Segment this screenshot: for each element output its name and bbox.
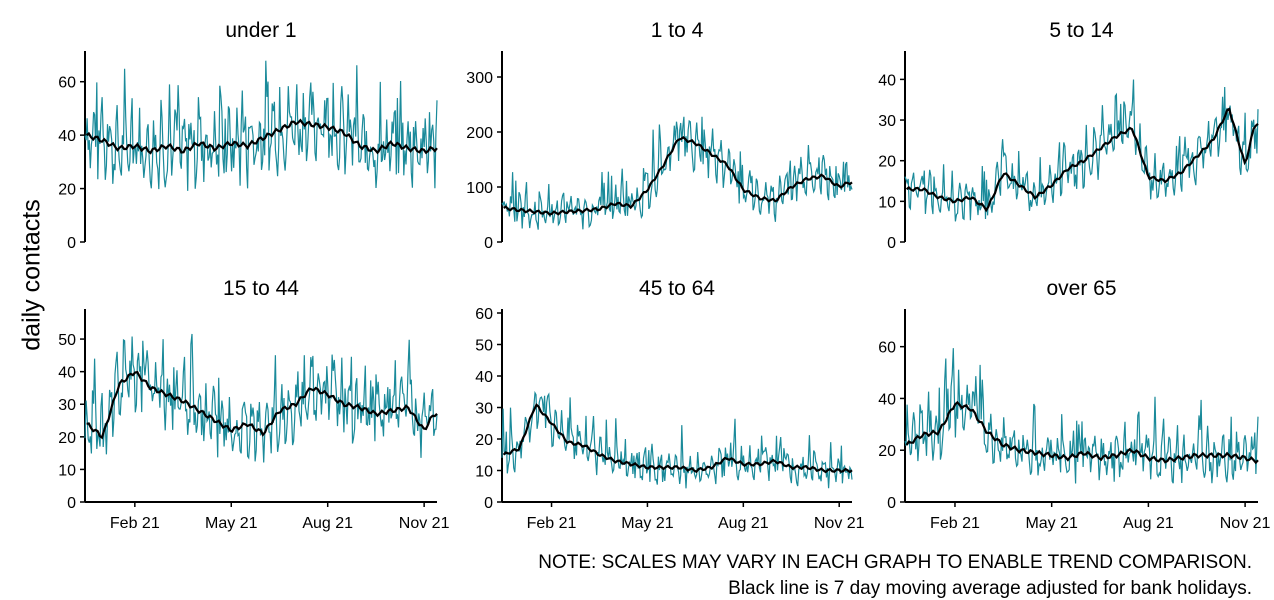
- y-axis-label: daily contacts: [17, 199, 46, 351]
- panel-4-daily-series: [84, 333, 438, 463]
- panel-3-y-tick-label: 40: [878, 72, 896, 89]
- panel-5-average-series: [502, 403, 853, 474]
- panel-4-y-tick-label: 0: [67, 495, 76, 512]
- panel-2-average-series: [503, 136, 853, 216]
- panel-3-y-tick-label: 0: [887, 235, 896, 252]
- panel-3-y-tick-label: 10: [878, 194, 896, 211]
- panel-2-title: 1 to 4: [651, 19, 704, 42]
- panel-3-daily-series: [904, 79, 1259, 222]
- panel-4-y-tick-label: 10: [58, 462, 76, 479]
- panel-5-x-tick-label: Aug 21: [718, 515, 769, 532]
- panel-1-y-tick-label: 0: [67, 235, 76, 252]
- panel-2-daily-series: [501, 116, 853, 230]
- panel-4-x-tick-label: Feb 21: [110, 515, 160, 532]
- panel-5-y-tick-label: 50: [475, 338, 493, 355]
- panel-2-y-tick-label: 200: [466, 125, 493, 142]
- panel-5-y-tick-label: 10: [475, 464, 493, 481]
- panel-1-average-series: [85, 118, 438, 155]
- panel-6-y-tick-label: 40: [878, 391, 896, 408]
- panel-5-y-tick-label: 0: [484, 495, 493, 512]
- note-scales: NOTE: SCALES MAY VARY IN EACH GRAPH TO E…: [538, 552, 1252, 573]
- panel-4-y-tick-label: 40: [58, 365, 76, 382]
- panel-1-title: under 1: [225, 19, 296, 42]
- panel-4-average-series: [86, 370, 438, 440]
- panel-6-y-tick-label: 60: [878, 340, 896, 357]
- panel-4-y-tick-label: 50: [58, 332, 76, 349]
- panel-5-daily-series: [501, 390, 853, 489]
- panel-3-average-series: [905, 107, 1259, 213]
- panel-5-y-tick-label: 60: [475, 306, 493, 323]
- panel-6-y-tick-label: 20: [878, 443, 896, 460]
- panel-6-daily-series: [904, 348, 1259, 484]
- panel-6-x-tick-label: Feb 21: [930, 515, 980, 532]
- panel-3-y-tick-label: 20: [878, 154, 896, 171]
- panel-3-title: 5 to 14: [1049, 19, 1114, 42]
- panel-3-y-tick-label: 30: [878, 113, 896, 130]
- panel-6-x-tick-label: Aug 21: [1123, 515, 1174, 532]
- panel-5-y-tick-label: 40: [475, 369, 493, 386]
- panel-1-y-tick-label: 60: [58, 75, 76, 92]
- panel-6-x-tick-label: May 21: [1025, 515, 1078, 532]
- panel-1-y-tick-label: 20: [58, 182, 76, 199]
- panel-5-x-tick-label: Nov 21: [814, 515, 865, 532]
- panel-2-y-tick-label: 0: [484, 235, 493, 252]
- panel-5-title: 45 to 64: [639, 277, 715, 300]
- panel-4-x-tick-label: Nov 21: [399, 515, 450, 532]
- panel-6-x-tick-label: Nov 21: [1220, 515, 1271, 532]
- panel-6-y-tick-label: 0: [887, 495, 896, 512]
- panel-4-y-tick-label: 30: [58, 397, 76, 414]
- panel-5-x-tick-label: Feb 21: [527, 515, 577, 532]
- panel-5-y-tick-label: 30: [475, 401, 493, 418]
- panel-2-y-tick-label: 100: [466, 180, 493, 197]
- panel-4-y-tick-label: 20: [58, 430, 76, 447]
- panel-5-y-tick-label: 20: [475, 432, 493, 449]
- panel-2-y-tick-label: 300: [466, 70, 493, 87]
- note-moving-average: Black line is 7 day moving average adjus…: [728, 578, 1252, 599]
- panel-4-title: 15 to 44: [223, 277, 299, 300]
- panel-4-x-tick-label: May 21: [205, 515, 258, 532]
- panel-4-x-tick-label: Aug 21: [302, 515, 353, 532]
- panel-6-average-series: [905, 400, 1259, 465]
- panel-6-title: over 65: [1046, 277, 1116, 300]
- panel-5-x-tick-label: May 21: [621, 515, 674, 532]
- panel-1-y-tick-label: 40: [58, 128, 76, 145]
- panel-1-daily-series: [84, 60, 438, 191]
